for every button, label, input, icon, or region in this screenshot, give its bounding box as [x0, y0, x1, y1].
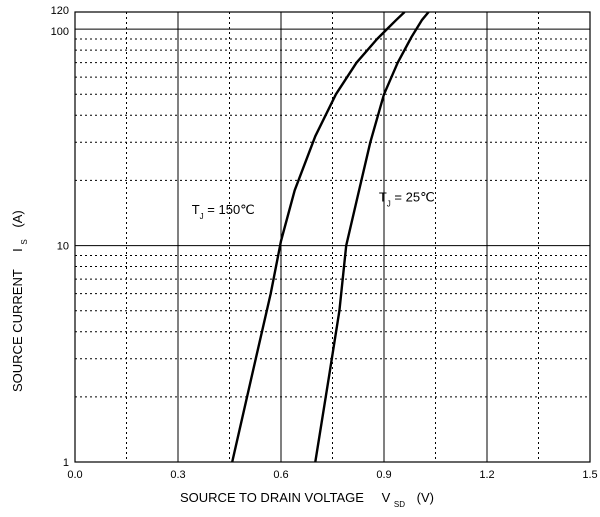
y-axis-label-symbol: I: [10, 248, 25, 252]
x-tick-label-0: 0.0: [67, 469, 82, 481]
x-axis-label-symbol: V: [382, 490, 391, 505]
series-label-1: TJ = 25℃: [379, 189, 435, 208]
x-tick-label-4: 1.2: [479, 469, 494, 481]
y-axis-label-subscript: S: [20, 239, 29, 244]
y-tick-label-2: 100: [51, 26, 69, 38]
grid: [74, 11, 591, 463]
y-tick-label-1: 10: [57, 241, 69, 253]
y-axis-label-unit: (A): [10, 210, 25, 227]
y-tick-labels: 1 10 100 120: [51, 5, 69, 469]
series-line-1: [314, 12, 430, 462]
series-label-0: TJ = 150℃: [192, 202, 255, 221]
series-line-0: [231, 12, 406, 462]
x-axis-label-unit: (V): [417, 490, 434, 505]
series-labels: TJ = 150℃ TJ = 25℃: [192, 189, 435, 221]
plot-frame: [74, 11, 591, 463]
x-tick-label-5: 1.5: [582, 469, 597, 481]
y-axis-label-main: SOURCE CURRENT: [10, 269, 25, 392]
plot-border: [74, 11, 591, 463]
y-tick-label-0: 1: [63, 457, 69, 469]
y-axis-label: SOURCE CURRENT I S (A): [10, 210, 30, 392]
x-tick-label-3: 0.9: [376, 469, 391, 481]
y-tick-label-3: 120: [51, 5, 69, 17]
x-tick-label-1: 0.3: [170, 469, 185, 481]
x-tick-label-2: 0.6: [273, 469, 288, 481]
curves: [231, 12, 430, 462]
x-axis-label-subscript: SD: [394, 500, 405, 509]
x-axis-label: SOURCE TO DRAIN VOLTAGE V SD (V): [180, 490, 434, 510]
x-axis-label-main: SOURCE TO DRAIN VOLTAGE: [180, 490, 364, 505]
x-tick-labels: 0.0 0.3 0.6 0.9 1.2 1.5: [67, 469, 597, 481]
